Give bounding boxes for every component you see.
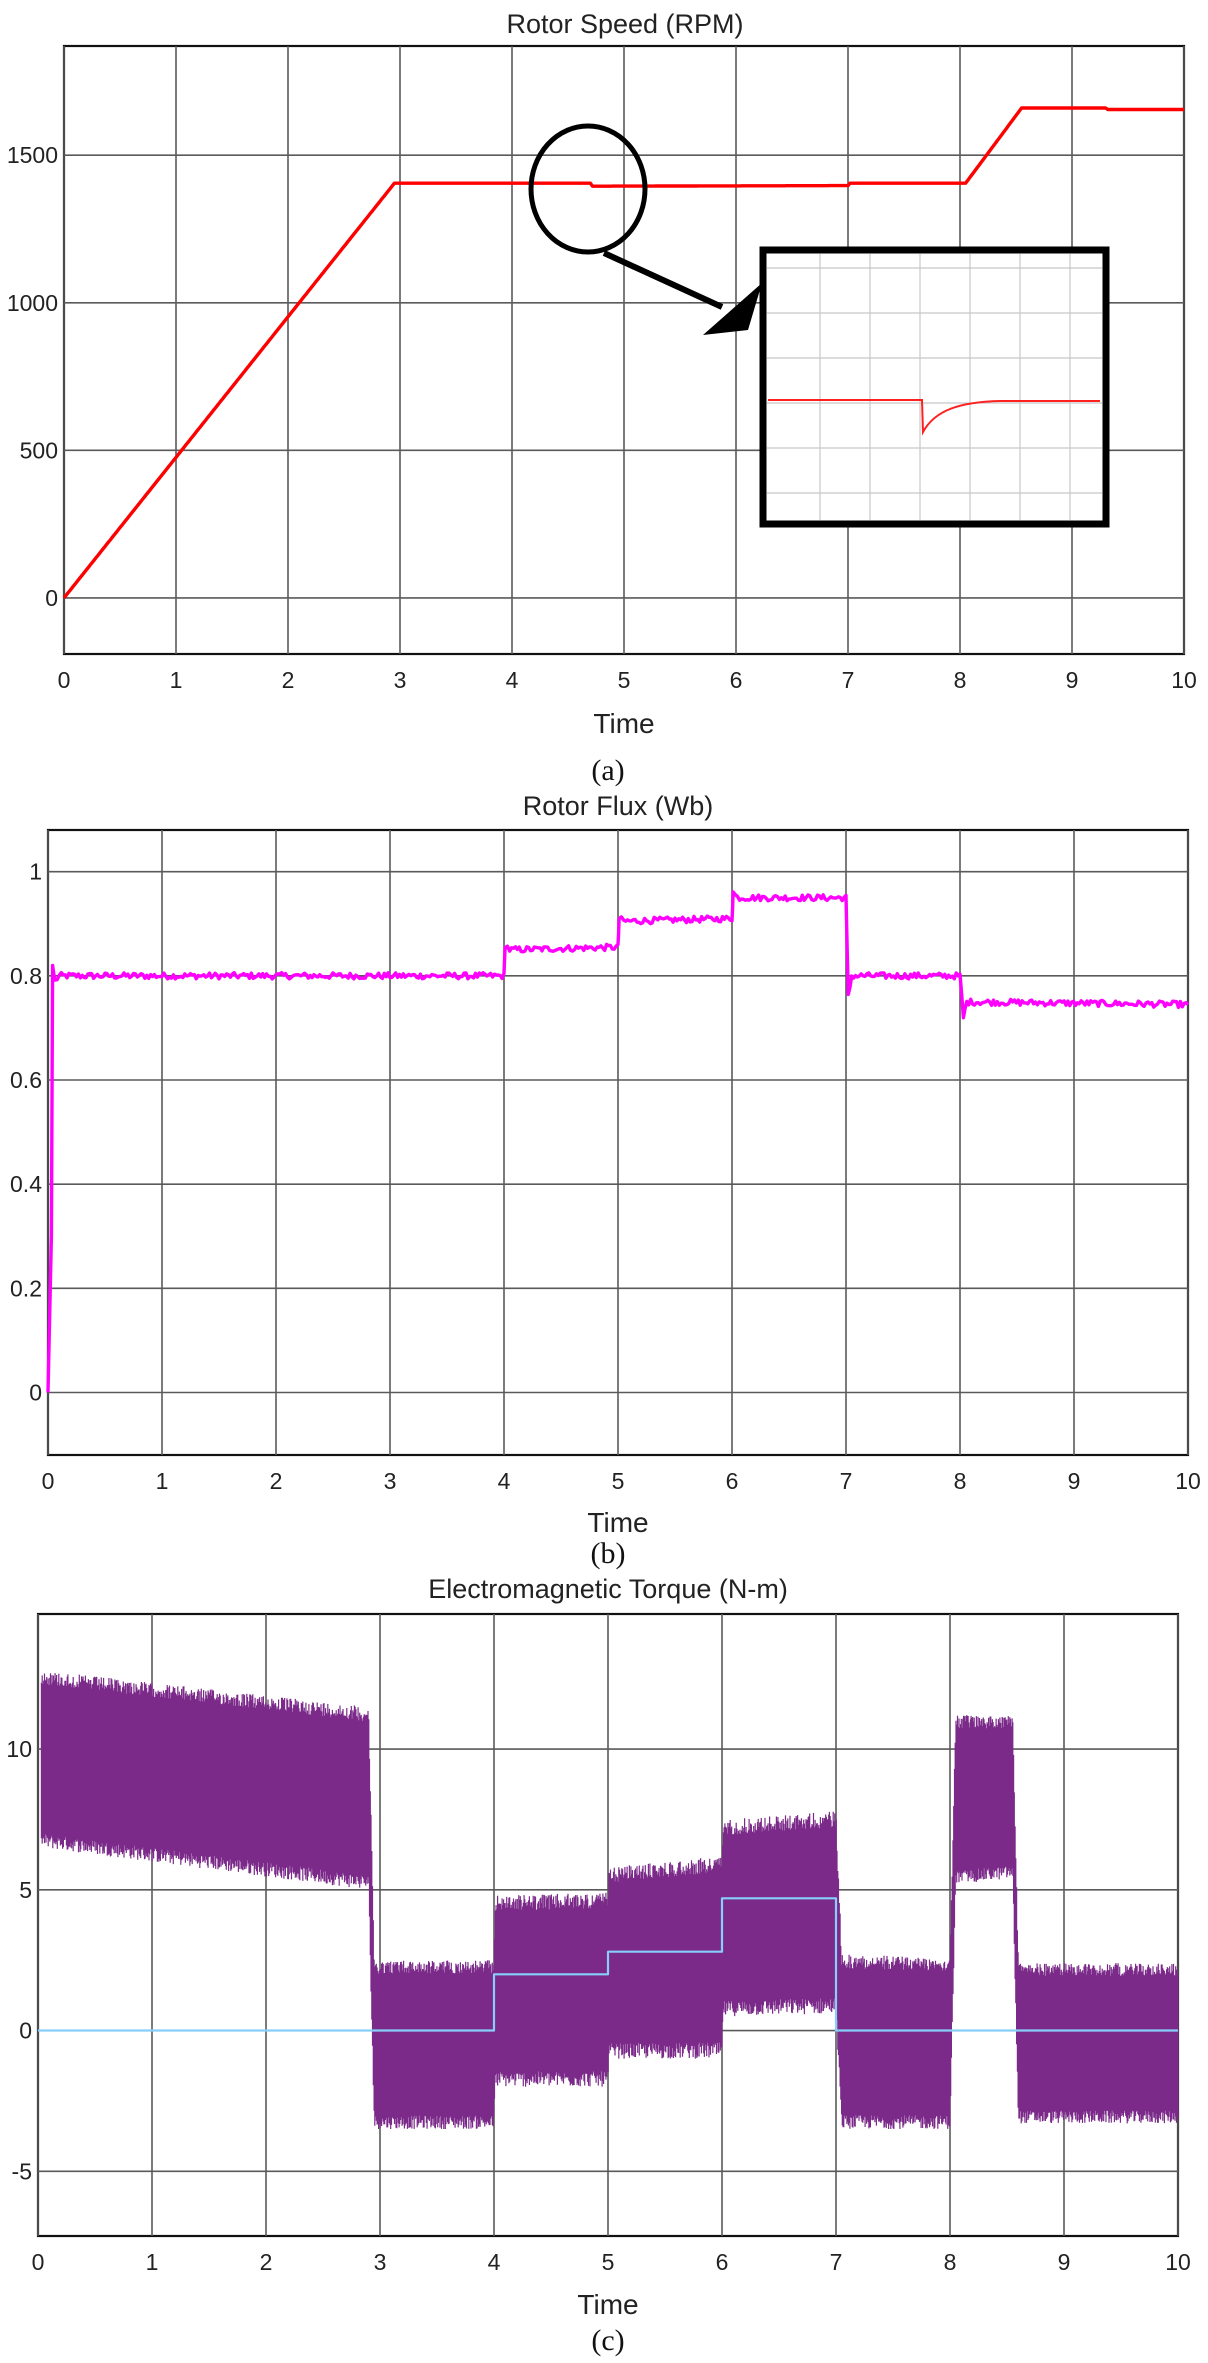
speed-xtick-9: 9 — [1066, 667, 1079, 693]
torque-ytick-3: 10 — [6, 1736, 32, 1762]
flux-xtick-8: 8 — [954, 1468, 967, 1494]
torque-xtick-3: 3 — [374, 2249, 387, 2275]
speed-xtick-10: 10 — [1171, 667, 1197, 693]
speed-xtick-3: 3 — [394, 667, 407, 693]
torque-series-0-band — [40, 1673, 1179, 2129]
inset-grid — [767, 254, 1102, 520]
flux-ytick-3: 0.6 — [10, 1067, 42, 1093]
speed-xtick-0: 0 — [58, 667, 71, 693]
rotor-flux-panel: Rotor Flux (Wb) 0 1 2 3 4 5 6 7 8 9 10 0 0.2 0.4 0.6 0.… — [10, 791, 1201, 1570]
speed-xtick-5: 5 — [618, 667, 631, 693]
flux-xtick-5: 5 — [612, 1468, 625, 1494]
torque-xtick-10: 10 — [1165, 2249, 1191, 2275]
torque-title: Electromagnetic Torque (N-m) — [428, 1574, 788, 1604]
flux-xtick-9: 9 — [1068, 1468, 1081, 1494]
torque-ytick-2: 5 — [19, 1877, 32, 1903]
flux-xtick-2: 2 — [270, 1468, 283, 1494]
speed-ytick-3: 1500 — [7, 142, 58, 168]
flux-xtick-1: 1 — [156, 1468, 169, 1494]
torque-ytick-1: 0 — [19, 2018, 32, 2044]
torque-xtick-0: 0 — [32, 2249, 45, 2275]
zoom-inset — [759, 246, 1110, 528]
torque-xtick-8: 8 — [944, 2249, 957, 2275]
torque-xtick-4: 4 — [488, 2249, 501, 2275]
speed-xtick-1: 1 — [170, 667, 183, 693]
flux-ytick-2: 0.4 — [10, 1171, 42, 1197]
flux-ytick-4: 0.8 — [10, 963, 42, 989]
torque-xtick-7: 7 — [830, 2249, 843, 2275]
speed-xtick-8: 8 — [954, 667, 967, 693]
zoom-arrow-shaft — [602, 250, 724, 310]
flux-xtick-0: 0 — [42, 1468, 55, 1494]
rotor-speed-panel: Rotor Speed (RPM) 0 1 2 3 4 5 6 7 8 9 10 0 500 1000 15… — [7, 9, 1197, 787]
rotor-flux-xlabel: Time — [587, 1507, 648, 1538]
caption-b: (b) — [591, 1537, 626, 1570]
flux-ytick-0: 0 — [29, 1380, 42, 1406]
rotor-flux-title: Rotor Flux (Wb) — [523, 791, 714, 821]
rotor-speed-xlabel: Time — [593, 708, 654, 739]
torque-xtick-5: 5 — [602, 2249, 615, 2275]
speed-xtick-4: 4 — [506, 667, 519, 693]
speed-ytick-1: 500 — [20, 437, 58, 463]
inset-speed-trace — [768, 399, 1100, 436]
torque-panel: Electromagnetic Torque (N-m) 0 1 2 3 4 5 6 7 8 9 1… — [6, 1574, 1190, 2357]
torque-ytick-0: -5 — [12, 2158, 32, 2184]
zoom-circle — [528, 123, 648, 255]
zoom-arrow-head — [703, 283, 762, 335]
torque-xlabel: Time — [577, 2289, 638, 2320]
caption-c: (c) — [591, 2324, 624, 2357]
flux-ytick-5: 1 — [29, 859, 42, 885]
flux-xtick-3: 3 — [384, 1468, 397, 1494]
torque-xtick-6: 6 — [716, 2249, 729, 2275]
speed-xtick-7: 7 — [842, 667, 855, 693]
torque-xtick-1: 1 — [146, 2249, 159, 2275]
speed-ytick-2: 1000 — [7, 290, 58, 316]
rotor-speed-title: Rotor Speed (RPM) — [506, 9, 743, 39]
flux-xtick-6: 6 — [726, 1468, 739, 1494]
speed-xtick-2: 2 — [282, 667, 295, 693]
torque-series-1-line — [38, 1897, 1178, 2032]
speed-ytick-0: 0 — [45, 585, 58, 611]
flux-ytick-1: 0.2 — [10, 1275, 42, 1301]
speed-xtick-6: 6 — [730, 667, 743, 693]
caption-a: (a) — [591, 754, 624, 787]
torque-xtick-2: 2 — [260, 2249, 273, 2275]
flux-series-0-line — [46, 890, 1190, 1393]
flux-xtick-7: 7 — [840, 1468, 853, 1494]
flux-xtick-4: 4 — [498, 1468, 511, 1494]
speed-series-0-line — [62, 106, 1184, 599]
flux-xtick-10: 10 — [1175, 1468, 1201, 1494]
torque-xtick-9: 9 — [1058, 2249, 1071, 2275]
